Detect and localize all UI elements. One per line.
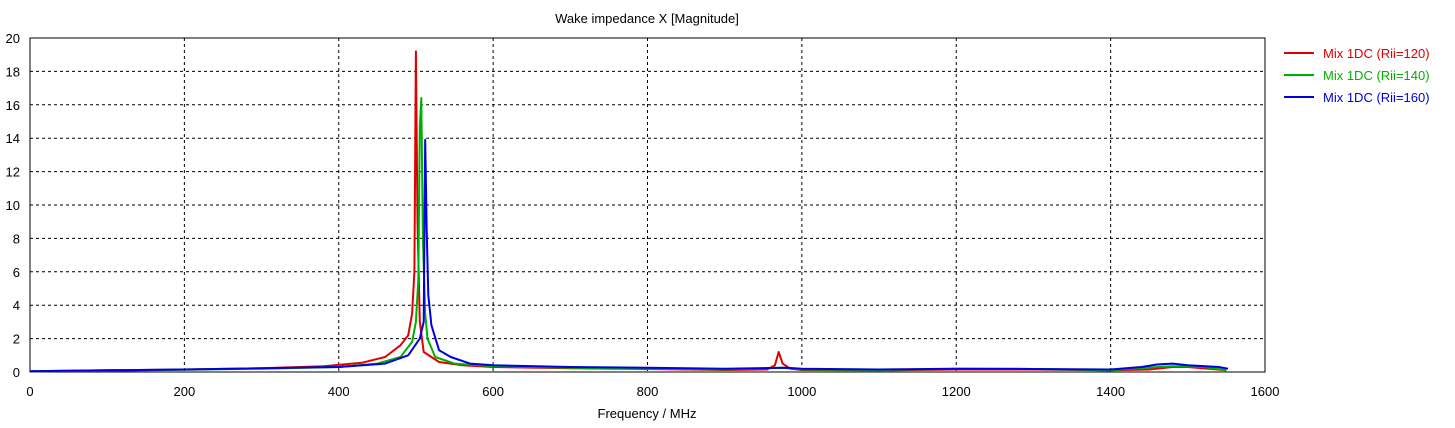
y-tick-label: 20 — [6, 31, 20, 46]
series-lines — [29, 50, 1229, 373]
x-tick-label: 400 — [328, 384, 350, 399]
y-tick-label: 16 — [6, 98, 20, 113]
y-tick-label: 4 — [13, 298, 20, 313]
x-tick-label: 600 — [482, 384, 504, 399]
legend-label: Mix 1DC (Rii=160) — [1323, 90, 1430, 105]
series-line-3 — [29, 138, 1229, 373]
x-tick-label: 0 — [26, 384, 33, 399]
y-tick-label: 6 — [13, 265, 20, 280]
legend-label: Mix 1DC (Rii=140) — [1323, 68, 1430, 83]
x-tick-label: 200 — [174, 384, 196, 399]
legend-label: Mix 1DC (Rii=120) — [1323, 46, 1430, 61]
y-tick-label: 14 — [6, 131, 20, 146]
x-tick-label: 1000 — [787, 384, 816, 399]
x-axis-label: Frequency / MHz — [598, 406, 697, 421]
y-tick-label: 10 — [6, 198, 20, 213]
y-tick-label: 0 — [13, 365, 20, 380]
y-tick-label: 12 — [6, 165, 20, 180]
x-tick-label: 800 — [637, 384, 659, 399]
x-tick-label: 1400 — [1096, 384, 1125, 399]
y-tick-label: 8 — [13, 231, 20, 246]
y-tick-label: 2 — [13, 332, 20, 347]
legend: Mix 1DC (Rii=120) Mix 1DC (Rii=140) Mix 1D… — [1284, 46, 1430, 105]
x-tick-label: 1600 — [1251, 384, 1280, 399]
chart-title: Wake impedance X [Magnitude] — [555, 11, 739, 26]
tick-labels: 0 200 400 600 800 1000 1200 1400 1600 0 2 4 6 8 10 12 14… — [6, 31, 1280, 399]
x-tick-label: 1200 — [942, 384, 971, 399]
grid — [30, 38, 1265, 372]
y-tick-label: 18 — [6, 64, 20, 79]
